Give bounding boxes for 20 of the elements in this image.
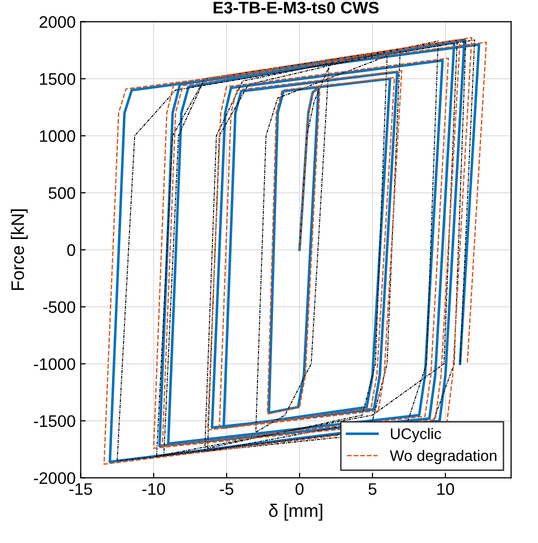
x-tick-label: -5 (220, 483, 234, 495)
x-tick-label: -15 (69, 483, 92, 495)
x-tick-label: -10 (142, 483, 166, 495)
y-axis-title: Force [kN] (10, 209, 28, 290)
y-tick-label: 500 (48, 187, 76, 199)
y-tick-label: -1500 (34, 415, 76, 428)
y-tick-label: 1500 (40, 73, 76, 85)
y-tick-label: 1000 (40, 130, 76, 142)
x-tick-label: 5 (368, 483, 376, 495)
legend-label: UCyclic (390, 428, 442, 442)
y-tick-label: -500 (43, 301, 76, 313)
chart-title: E3-TB-E-M3-ts0 CWS (214, 2, 379, 14)
y-tick-label: -1000 (34, 358, 76, 370)
legend-label: Wo degradation (390, 450, 496, 464)
y-tick-label: 0 (67, 244, 76, 256)
y-tick-label: 2000 (40, 16, 76, 28)
x-axis-title: δ [mm] (269, 504, 322, 521)
x-tick-label: 10 (437, 483, 454, 495)
x-tick-label: 0 (296, 483, 304, 495)
y-tick-label: -2000 (34, 472, 76, 484)
